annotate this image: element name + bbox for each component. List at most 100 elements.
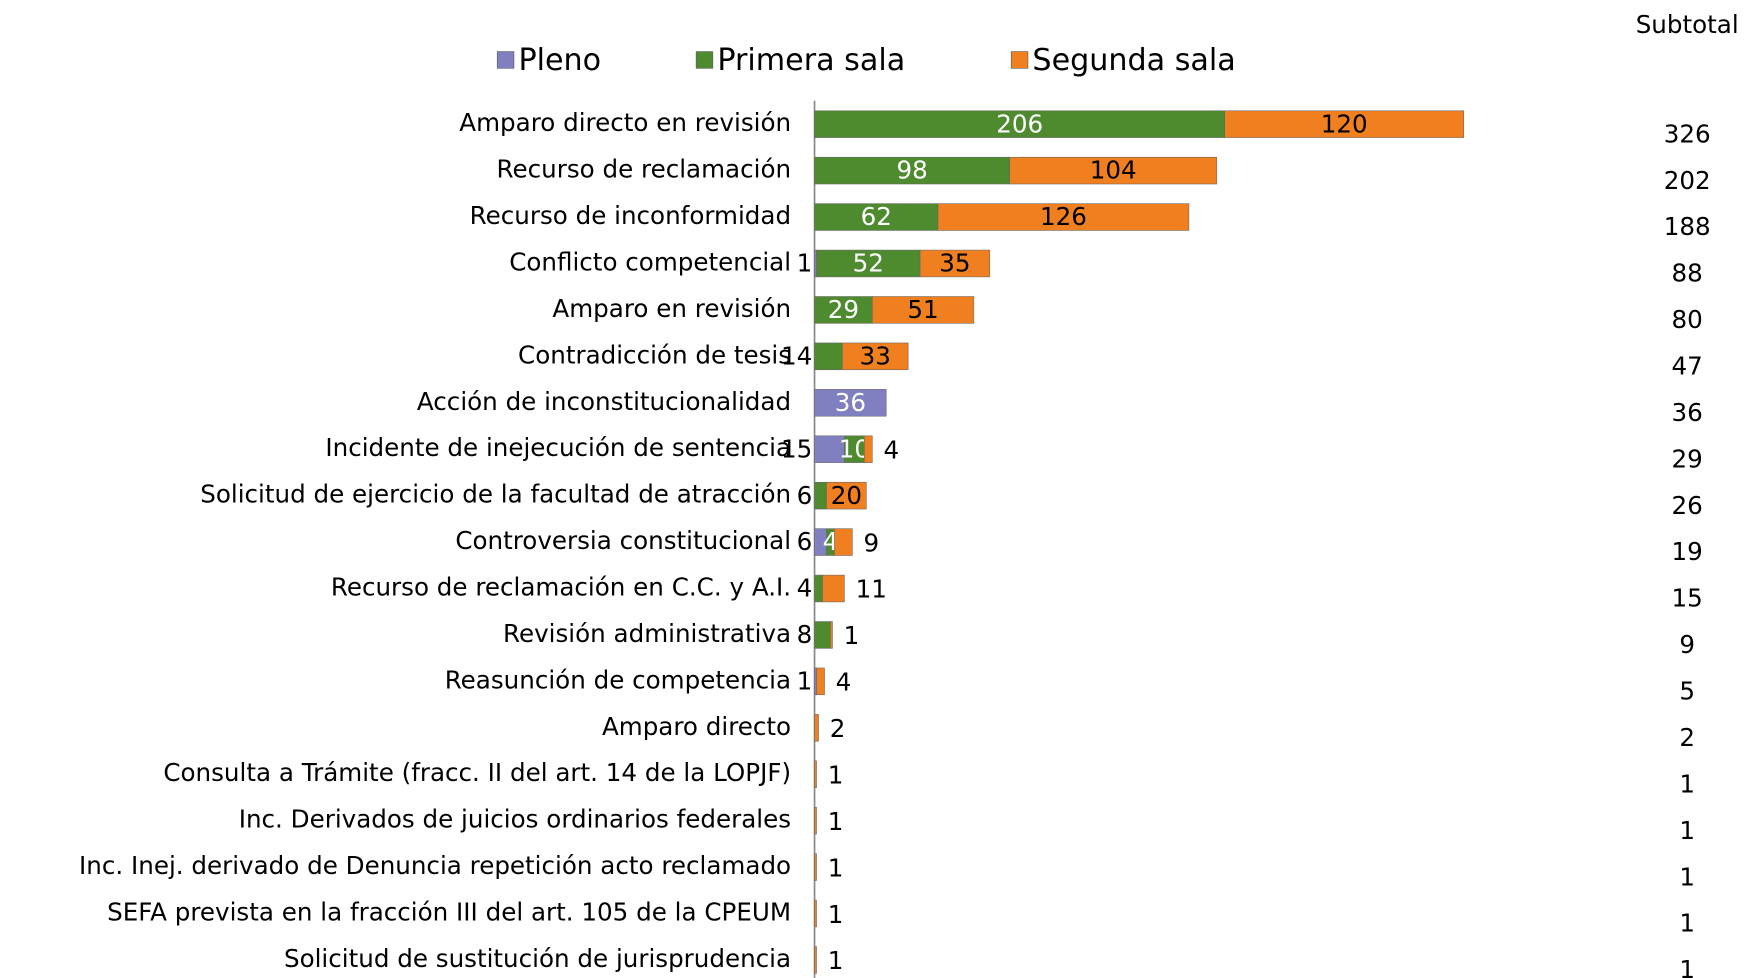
bar-segment [830,621,833,649]
data-label: 8 [797,620,813,649]
data-label: 1 [828,900,844,929]
subtotal-value: 1 [1679,816,1695,845]
bar-segment [842,342,909,371]
category-label: Consulta a Trámite (fracc. II del art. 1… [163,758,791,787]
category-label: Reasunción de competencia [445,665,791,694]
bar-segment [814,249,817,278]
data-label: 51 [907,295,938,324]
legend-swatch [1010,51,1029,69]
data-label: 35 [939,249,970,278]
data-label: 1 [828,946,844,975]
data-label: 120 [1321,109,1368,138]
subtotal-value: 36 [1672,398,1703,427]
category-label: Amparo en revisión [552,294,791,323]
category-label: Controversia constitucional [455,526,791,555]
data-label: 14 [781,341,812,370]
bar-segment [814,296,873,324]
data-label: 36 [835,388,866,417]
data-label: 2 [830,714,846,743]
category-label: Amparo directo [602,712,791,741]
bar-segment [814,714,819,742]
bar-segment [814,853,817,881]
bar-segment [814,389,887,417]
legend-label: Segunda sala [1032,43,1235,78]
bar-segment [864,435,873,463]
bar-segment [814,760,817,788]
data-label: 1 [844,621,860,650]
subtotal-value: 1 [1679,769,1695,798]
data-label: 29 [828,295,859,324]
bar-segment [919,249,991,278]
bar-segment [937,203,1190,231]
subtotal-value: 1 [1679,955,1695,978]
category-label: Inc. Derivados de juicios ordinarios fed… [239,805,791,834]
data-label: 4 [797,574,813,603]
data-label: 4 [836,668,852,697]
data-label: 104 [1090,156,1137,185]
bar-segment [814,156,1010,185]
legend-label: Pleno [518,43,601,78]
subtotal-value: 47 [1672,352,1703,381]
data-label: 98 [896,156,927,185]
data-label: 20 [831,481,862,510]
bar-segment [1009,156,1218,185]
subtotal-value: 5 [1679,677,1695,706]
bar-segment [814,946,817,974]
subtotal-value: 26 [1672,491,1703,520]
bar-segment [816,667,825,696]
category-label: Inc. Inej. derivado de Denuncia repetici… [79,851,791,880]
bar-segment [822,574,845,603]
bar-segment [814,574,823,603]
category-label: Recurso de reclamación en C.C. y A.I. [331,573,791,602]
data-label: 1 [828,760,844,789]
data-label: 206 [996,109,1043,138]
category-label: Revisión administrativa [503,619,791,648]
legend-swatch [496,51,515,69]
subtotal-value: 9 [1679,630,1695,659]
subtotal-value: 1 [1679,862,1695,891]
category-label: SEFA prevista en la fracción III del art… [107,898,791,927]
bar-segment [814,806,817,835]
bar-segment [814,621,831,649]
subtotal-value: 188 [1664,212,1711,241]
subtotal-header: Subtotal [1636,10,1739,39]
bar-segment [814,435,845,463]
bar-segment [814,899,817,928]
data-label: 11 [856,575,887,604]
category-label: Conflicto competencial [509,247,791,276]
category-label: Solicitud de ejercicio de la facultad de… [200,480,791,509]
category-label: Incidente de inejecución de sentencia [325,433,791,462]
category-label: Recurso de reclamación [497,155,792,184]
bar-segment [1224,110,1465,138]
bar-segment [834,528,853,556]
data-label: 33 [860,341,891,370]
subtotal-value: 1 [1679,909,1695,938]
data-label: 4 [883,435,899,464]
category-label: Amparo directo en revisión [459,108,791,137]
data-label: 126 [1040,202,1087,231]
subtotal-value: 15 [1672,584,1703,613]
category-label: Recurso de inconformidad [470,201,791,230]
data-label: 62 [861,202,892,231]
data-label: 6 [797,481,813,510]
data-label: 15 [781,434,812,463]
bar-segment [814,667,817,696]
data-label: 9 [864,528,880,557]
subtotal-value: 88 [1672,259,1703,288]
data-label: 1 [828,807,844,836]
bar-segment [814,481,827,510]
data-label: 1 [828,853,844,882]
bar-segment [814,342,843,371]
subtotal-value: 29 [1672,444,1703,473]
data-label: 1 [797,249,813,278]
data-label: 52 [853,249,884,278]
data-label: 6 [797,527,813,556]
bar-segment [814,110,1226,138]
category-label: Contradicción de tesis [518,340,791,369]
bar-segment [826,481,867,510]
category-label: Acción de inconstitucionalidad [417,387,791,416]
subtotal-value: 2 [1679,723,1695,752]
legend-label: Primera sala [717,43,905,78]
legend-swatch [695,51,714,69]
